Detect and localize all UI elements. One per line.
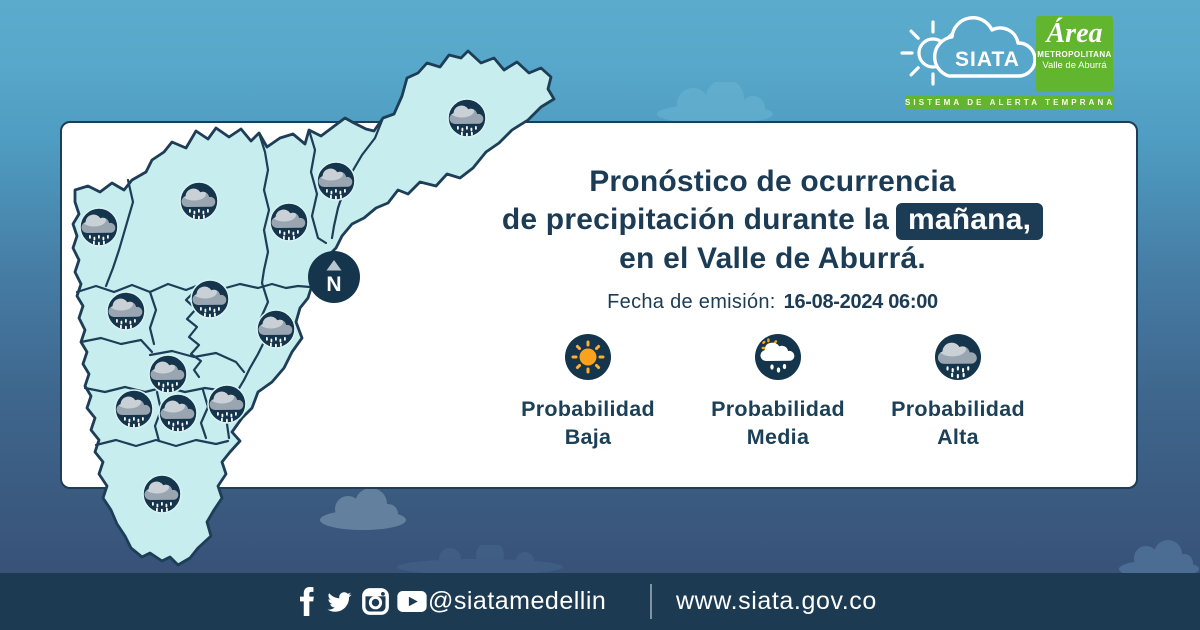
title-line-2: de precipitación durante la mañana, <box>450 201 1095 240</box>
social-handle[interactable]: @siatamedellin <box>428 587 607 615</box>
legend-item-alta: Probabilidad Alta <box>848 334 1068 451</box>
youtube-icon[interactable] <box>397 590 427 613</box>
title-block: Pronóstico de ocurrencia de precipitació… <box>450 163 1095 314</box>
title-line-1: Pronóstico de ocurrencia <box>589 165 956 198</box>
twitter-icon[interactable] <box>325 590 354 614</box>
legend-label: Probabilidad Baja <box>521 397 655 449</box>
sun-cloud-rain-icon <box>755 334 801 380</box>
sun-icon <box>565 334 611 380</box>
area-logo-line3: Valle de Aburrá <box>1042 60 1107 71</box>
background-cloud <box>320 488 406 530</box>
legend-item-media: Probabilidad Media <box>668 334 888 451</box>
legend-label: Probabilidad Media <box>711 397 845 449</box>
area-metropolitana-logo: Área METROPOLITANA Valle de Aburrá <box>1036 16 1113 92</box>
footer-divider <box>650 584 652 619</box>
background-cloud <box>657 82 773 124</box>
cloud-rain-icon <box>935 334 981 380</box>
title-line-2-text: de precipitación durante la <box>501 203 890 236</box>
alert-system-strip: SISTEMA DE ALERTA TEMPRANA <box>905 96 1114 110</box>
social-icons <box>299 573 427 630</box>
website-link[interactable]: www.siata.gov.co <box>676 587 877 615</box>
siata-logo: SIATA <box>900 16 1037 86</box>
legend-label: Probabilidad Alta <box>891 397 1025 449</box>
facebook-icon[interactable] <box>299 587 317 616</box>
siata-logo-text: SIATA <box>955 48 1020 71</box>
emission-value: 16-08-2024 06:00 <box>783 291 939 313</box>
background-cloud <box>397 545 563 575</box>
footer-bar: @siatamedellin www.siata.gov.co <box>0 573 1200 630</box>
emission-row: Fecha de emisión: 16-08-2024 06:00 <box>450 291 1095 314</box>
instagram-icon[interactable] <box>362 588 389 615</box>
area-logo-line2: METROPOLITANA <box>1037 50 1112 59</box>
legend-item-baja: Probabilidad Baja <box>478 334 698 451</box>
title-line-3: en el Valle de Aburrá. <box>619 242 926 275</box>
area-logo-script: Área <box>1046 18 1103 49</box>
emission-label: Fecha de emisión: <box>607 291 776 313</box>
title-highlight: mañana, <box>896 203 1044 240</box>
